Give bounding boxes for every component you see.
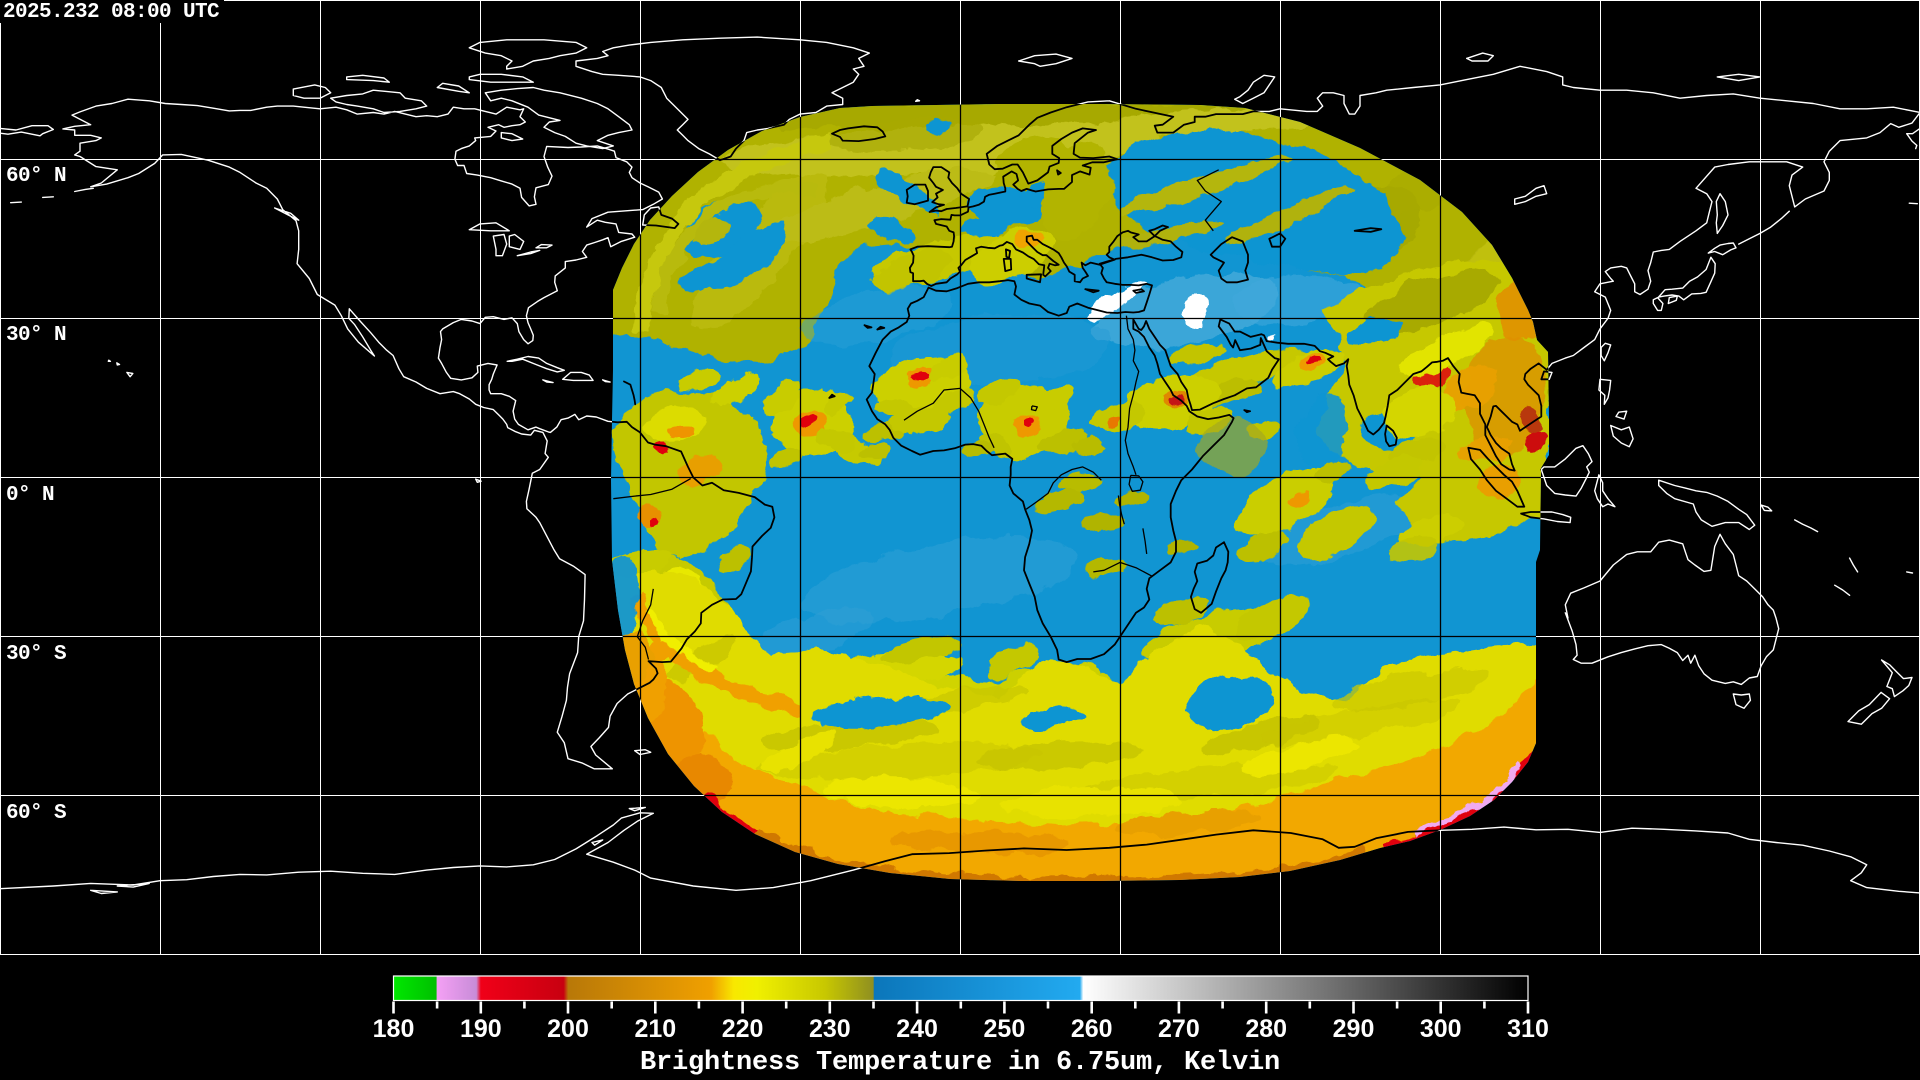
svg-text:310: 310 — [1507, 1015, 1549, 1043]
svg-text:190: 190 — [460, 1015, 502, 1043]
svg-text:280: 280 — [1245, 1015, 1287, 1043]
svg-text:60° N: 60° N — [6, 165, 66, 188]
svg-text:200: 200 — [547, 1015, 589, 1043]
svg-text:0° N: 0° N — [6, 484, 54, 507]
svg-text:240: 240 — [896, 1015, 938, 1043]
svg-text:250: 250 — [984, 1015, 1026, 1043]
svg-text:300: 300 — [1420, 1015, 1462, 1043]
svg-text:210: 210 — [634, 1015, 676, 1043]
svg-text:260: 260 — [1071, 1015, 1113, 1043]
svg-text:230: 230 — [809, 1015, 851, 1043]
svg-text:Brightness Temperature in 6.75: Brightness Temperature in 6.75um, Kelvin — [640, 1048, 1280, 1078]
svg-text:220: 220 — [722, 1015, 764, 1043]
svg-text:30° N: 30° N — [6, 324, 66, 347]
svg-text:60° S: 60° S — [6, 802, 66, 825]
svg-text:2025.232 08:00 UTC: 2025.232 08:00 UTC — [3, 1, 220, 24]
svg-text:270: 270 — [1158, 1015, 1200, 1043]
svg-text:290: 290 — [1333, 1015, 1375, 1043]
svg-text:30° S: 30° S — [6, 643, 66, 666]
svg-text:180: 180 — [373, 1015, 415, 1043]
